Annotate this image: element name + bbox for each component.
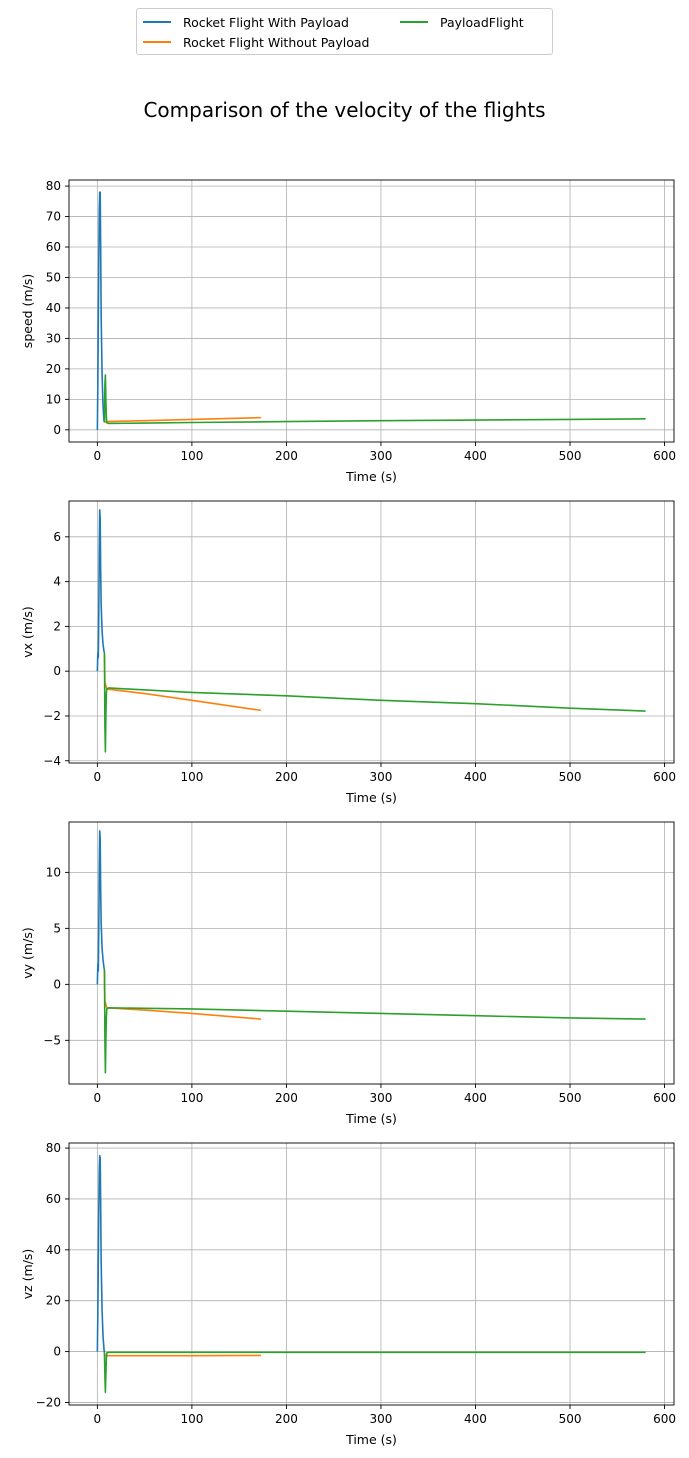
y-tick-label: 5 <box>53 921 61 935</box>
chart-panel: 0 100 200 300 400 500 600 −20 0 20 40 60 80 Time (s) v… <box>20 1141 676 1447</box>
series-line <box>103 1351 646 1394</box>
x-tick-label: 100 <box>180 1091 203 1105</box>
series-group <box>96 191 646 430</box>
axes-frame <box>68 1142 675 1406</box>
legend-swatch <box>143 41 171 43</box>
y-tick-label: 60 <box>46 240 61 254</box>
x-tick-label: 200 <box>275 770 298 784</box>
y-tick-label: 10 <box>46 392 61 406</box>
y-tick-label: 20 <box>46 362 61 376</box>
x-tick-label: 500 <box>559 1091 582 1105</box>
y-tick-label: −2 <box>43 709 61 723</box>
x-tick-label: 300 <box>370 1412 393 1426</box>
legend-label: Rocket Flight With Payload <box>183 14 349 30</box>
x-tick-label: 400 <box>464 1412 487 1426</box>
chart-panel: 0 100 200 300 400 500 600 −4 −2 0 2 4 6 Time (s) vx (m… <box>20 500 676 805</box>
y-tick-label: 20 <box>46 1294 61 1308</box>
series-line <box>96 1154 106 1353</box>
series-line <box>96 191 106 430</box>
y-tick-label: 4 <box>53 575 61 589</box>
x-tick-label: 600 <box>653 770 676 784</box>
x-axis-label: Time (s) <box>345 1432 397 1447</box>
axes-frame <box>68 500 675 764</box>
series-line <box>103 374 646 425</box>
x-tick-label: 100 <box>180 449 203 463</box>
legend-label: Rocket Flight Without Payload <box>183 34 370 50</box>
axes-frame <box>68 179 675 443</box>
y-tick-label: 30 <box>46 331 61 345</box>
y-tick-label: 60 <box>46 1192 61 1206</box>
x-tick-label: 0 <box>94 1412 102 1426</box>
series-line <box>103 653 646 753</box>
x-tick-label: 0 <box>94 770 102 784</box>
series-line <box>103 1352 261 1357</box>
y-tick-label: 0 <box>53 977 61 991</box>
x-tick-label: 600 <box>653 449 676 463</box>
x-tick-label: 0 <box>94 449 102 463</box>
x-tick-label: 200 <box>275 1412 298 1426</box>
legend-item: Rocket Flight With Payload <box>143 13 349 31</box>
y-tick-label: 80 <box>46 179 61 193</box>
x-tick-label: 600 <box>653 1412 676 1426</box>
y-tick-label: 2 <box>53 619 61 633</box>
series-line <box>96 830 106 985</box>
x-tick-label: 300 <box>370 1091 393 1105</box>
y-tick-label: −20 <box>36 1395 61 1409</box>
chart-panel: 0 100 200 300 400 500 600 −5 0 5 10 Time (s) vy (m/s… <box>20 821 676 1126</box>
x-tick-label: 0 <box>94 1091 102 1105</box>
figure-title: Comparison of the velocity of the flight… <box>143 98 546 122</box>
series-line <box>103 969 261 1020</box>
y-tick-label: 10 <box>46 865 61 879</box>
x-tick-label: 400 <box>464 770 487 784</box>
x-axis-label: Time (s) <box>345 469 397 484</box>
legend-item: Rocket Flight Without Payload <box>143 33 369 51</box>
x-tick-label: 200 <box>275 449 298 463</box>
x-tick-label: 200 <box>275 1091 298 1105</box>
y-axis-label: speed (m/s) <box>20 274 35 348</box>
series-line <box>103 653 262 712</box>
y-tick-label: 40 <box>46 301 61 315</box>
y-axis-label: vy (m/s) <box>20 927 35 978</box>
legend: Rocket Flight With Payload Rocket Flight… <box>136 8 553 55</box>
series-line <box>96 509 106 672</box>
y-tick-label: 80 <box>46 1141 61 1155</box>
x-tick-label: 600 <box>653 1091 676 1105</box>
series-group <box>96 509 646 753</box>
x-tick-label: 300 <box>370 770 393 784</box>
x-axis-label: Time (s) <box>345 1111 397 1126</box>
x-tick-label: 500 <box>559 449 582 463</box>
x-tick-label: 100 <box>180 1412 203 1426</box>
chart-panel: 0 100 200 300 400 500 600 0 10 20 30 40 50 60 70 80 Time… <box>20 179 676 484</box>
legend-item: PayloadFlight <box>400 13 524 31</box>
y-tick-label: 50 <box>46 270 61 284</box>
y-tick-label: 40 <box>46 1243 61 1257</box>
axes-frame <box>68 821 675 1085</box>
y-tick-label: 6 <box>53 530 61 544</box>
y-tick-label: 70 <box>46 210 61 224</box>
y-tick-label: −5 <box>43 1033 61 1047</box>
series-group <box>96 830 646 1074</box>
x-tick-label: 500 <box>559 1412 582 1426</box>
legend-swatch <box>400 21 428 23</box>
series-group <box>96 1154 646 1394</box>
x-tick-label: 100 <box>180 770 203 784</box>
y-tick-label: 0 <box>53 664 61 678</box>
x-axis-label: Time (s) <box>345 790 397 805</box>
legend-label: PayloadFlight <box>440 14 524 30</box>
y-tick-label: 0 <box>53 423 61 437</box>
series-line <box>103 969 646 1074</box>
y-tick-label: −4 <box>43 754 61 768</box>
y-axis-label: vz (m/s) <box>20 1249 35 1300</box>
y-axis-label: vx (m/s) <box>20 606 35 657</box>
y-tick-label: 0 <box>53 1345 61 1359</box>
x-tick-label: 500 <box>559 770 582 784</box>
x-tick-label: 300 <box>370 449 393 463</box>
x-tick-label: 400 <box>464 1091 487 1105</box>
legend-swatch <box>143 21 171 23</box>
x-tick-label: 400 <box>464 449 487 463</box>
